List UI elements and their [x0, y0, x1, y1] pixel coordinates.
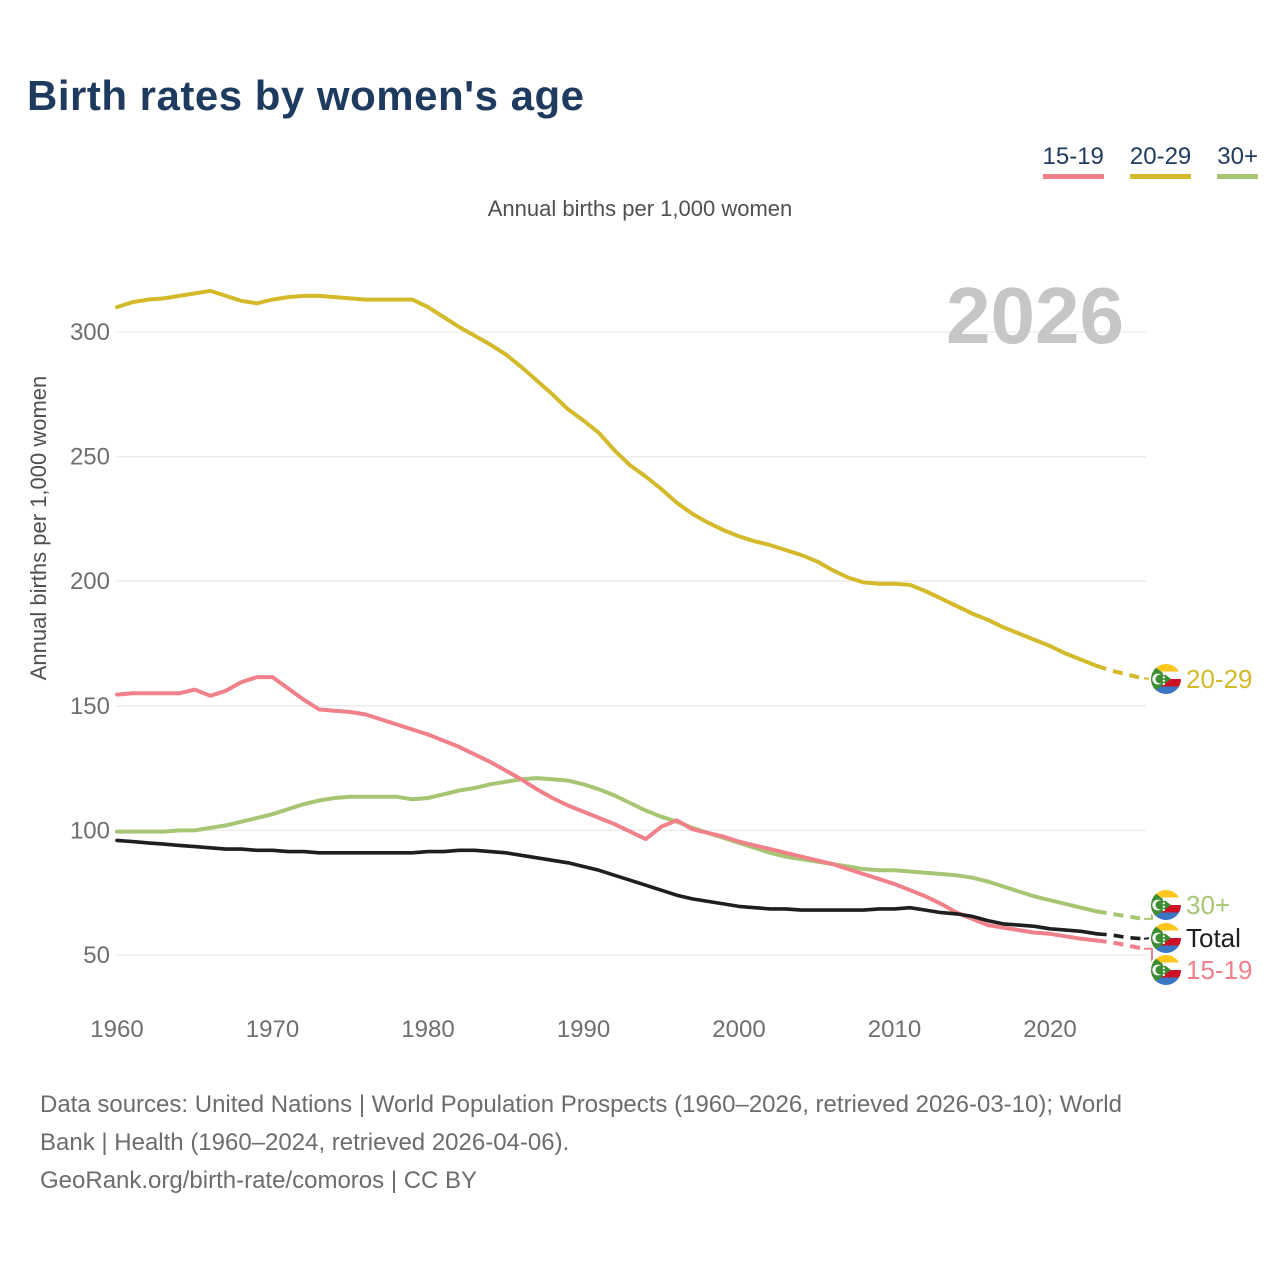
y-tick-label: 50: [83, 942, 110, 969]
y-axis-title: Annual births per 1,000 women: [26, 376, 51, 681]
legend-label: 20-29: [1129, 143, 1192, 170]
x-tick-label: 2000: [712, 1016, 765, 1043]
x-tick-label: 1990: [557, 1016, 610, 1043]
gridlines: 50 100 150 200 250 300: [70, 319, 1146, 969]
series-end-label-15-19: 15-19: [1186, 955, 1253, 985]
legend-item-15-19[interactable]: 15-19: [1042, 143, 1104, 179]
x-tick-label: 1980: [401, 1016, 454, 1043]
series-line-projection-20-29[interactable]: [1096, 663, 1144, 681]
legend-color-bar: [1217, 174, 1258, 179]
age-group-legend: 15-19 20-29 30+: [1042, 143, 1258, 179]
x-tick-label: 2010: [868, 1016, 921, 1043]
legend-item-30plus[interactable]: 30+: [1217, 143, 1258, 179]
y-tick-label: 250: [70, 444, 110, 471]
x-tick-label: 1960: [90, 1016, 143, 1043]
series-end-label-Total: Total: [1186, 923, 1241, 953]
footer-sources-line1: Data sources: United Nations | World Pop…: [40, 1091, 1122, 1118]
series-line-Total[interactable]: [115, 838, 1099, 936]
legend-item-20-29[interactable]: 20-29: [1129, 143, 1192, 179]
comoros-flag-icon: [1149, 662, 1183, 696]
series-line-20-29[interactable]: [115, 288, 1099, 668]
x-tick-label: 1970: [246, 1016, 299, 1043]
y-tick-label: 100: [70, 817, 110, 844]
footer-attribution: GeoRank.org/birth-rate/comoros | CC BY: [40, 1167, 478, 1194]
series-line-projection-15-19[interactable]: [1096, 938, 1144, 951]
series-end-label-20-29: 20-29: [1186, 664, 1253, 694]
comoros-flag-icon: [1149, 953, 1183, 987]
series-line-projection-30+[interactable]: [1096, 909, 1144, 921]
comoros-flag-icon: [1149, 888, 1183, 922]
legend-color-bar: [1129, 174, 1192, 179]
y-tick-label: 200: [70, 568, 110, 595]
legend-color-bar: [1042, 174, 1104, 179]
footer-sources-line2: Bank | Health (1960–2024, retrieved 2026…: [40, 1129, 570, 1156]
y-tick-label: 150: [70, 693, 110, 720]
comoros-flag-icon: [1149, 921, 1183, 955]
y-tick-label: 300: [70, 319, 110, 346]
x-tick-label: 2020: [1023, 1016, 1076, 1043]
chart-subtitle: Annual births per 1,000 women: [487, 196, 793, 221]
footer: Data sources: United Nations | World Pop…: [40, 1086, 1122, 1200]
watermark-year: 2026: [946, 271, 1124, 360]
series-line-15-19[interactable]: [115, 675, 1099, 943]
legend-label: 15-19: [1042, 143, 1104, 170]
series-line-30+[interactable]: [115, 776, 1099, 914]
legend-label: 30+: [1217, 143, 1258, 170]
series-end-label-30+: 30+: [1186, 890, 1230, 920]
page-title: Birth rates by women's age: [27, 72, 585, 119]
series-line-projection-Total[interactable]: [1096, 932, 1144, 941]
